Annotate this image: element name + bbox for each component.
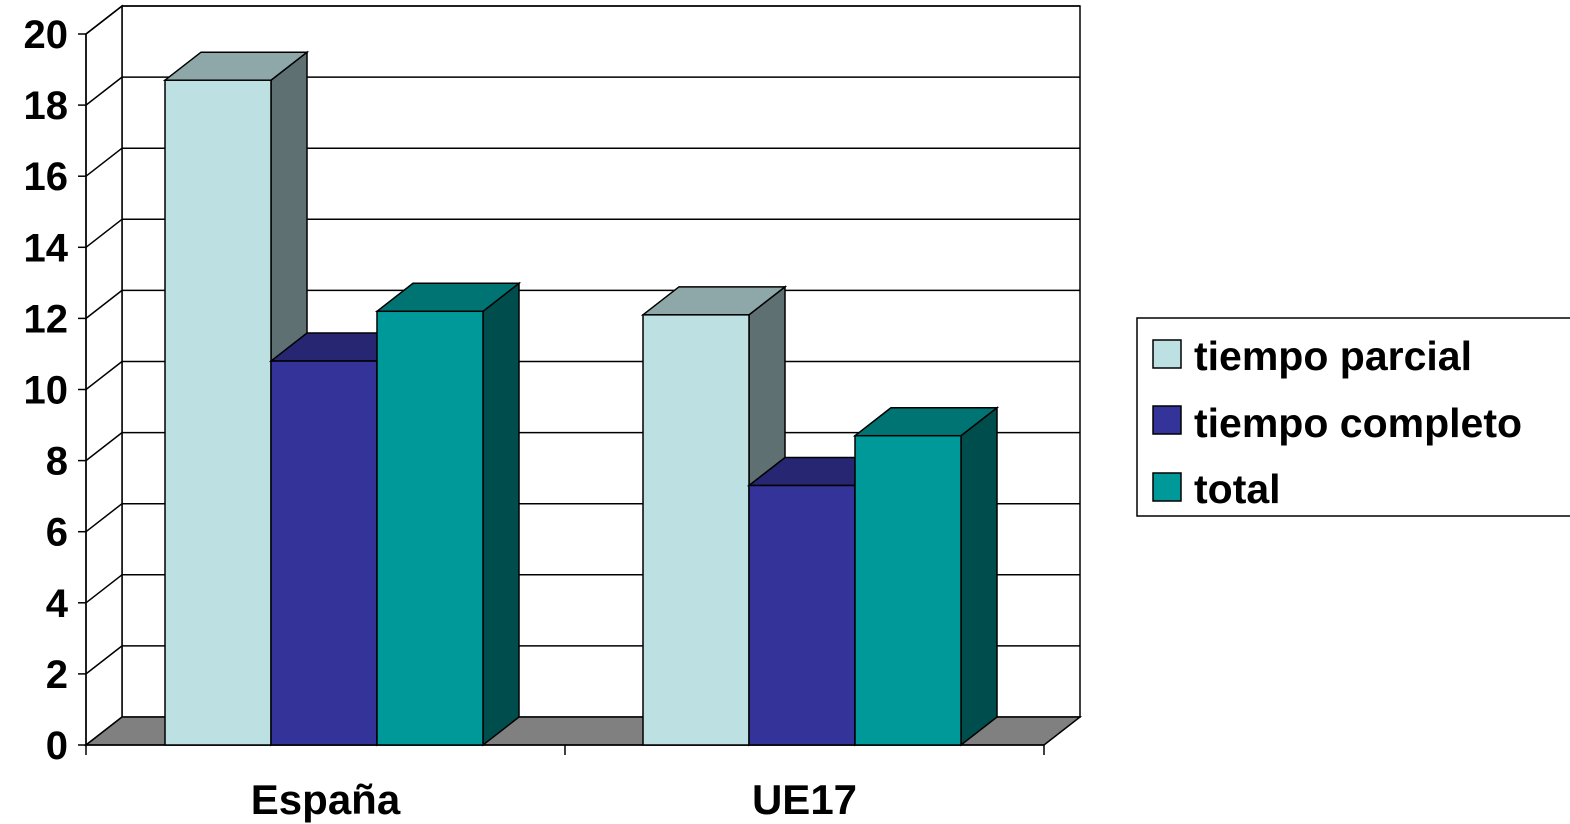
y-tick-label: 10: [24, 369, 69, 413]
legend-label-tiempo-completo: tiempo completo: [1194, 400, 1522, 446]
y-tick-label: 14: [24, 226, 69, 270]
y-tick-label: 20: [24, 13, 69, 57]
y-tick-label: 18: [24, 84, 69, 128]
y-tick-label: 2: [46, 653, 68, 697]
x-category-label: UE17: [752, 776, 857, 823]
x-category-label: España: [251, 776, 401, 823]
y-tick-label: 4: [46, 582, 69, 626]
bar-side: [482, 281, 520, 747]
bar-front: [164, 79, 272, 746]
legend-item: tiempo parcial: [1152, 333, 1472, 379]
bar-front: [376, 310, 484, 746]
gridline-depth: [85, 645, 123, 675]
legend-swatch-tiempo-parcial: [1152, 339, 1182, 369]
gridline-depth: [85, 218, 123, 248]
legend-swatch-tiempo-completo: [1152, 405, 1182, 435]
y-tick-label: 8: [46, 440, 68, 484]
gridline-depth: [85, 432, 123, 462]
legend-label-total: total: [1194, 466, 1281, 512]
bar-front: [854, 434, 962, 746]
legend-item: tiempo completo: [1152, 400, 1522, 446]
y-tick-label: 0: [46, 724, 68, 768]
y-tick-label: 16: [24, 155, 69, 199]
gridline-depth: [85, 289, 123, 319]
legend-label-tiempo-parcial: tiempo parcial: [1194, 333, 1472, 379]
bar-side: [960, 406, 998, 747]
gridline-depth: [85, 76, 123, 106]
gridline-depth: [85, 360, 123, 391]
legend-swatch-total: [1152, 472, 1182, 502]
bar-front: [748, 484, 856, 746]
legend-box: [1136, 317, 1570, 517]
y-tick-label: 6: [46, 511, 68, 555]
legend: tiempo parcial tiempo completo total: [1136, 317, 1570, 517]
gridline-depth: [85, 574, 123, 604]
bar-front: [642, 314, 750, 746]
bars: [162, 50, 1000, 747]
bar: [374, 281, 522, 747]
bar-front: [270, 360, 378, 746]
y-tick-label: 12: [24, 297, 69, 341]
legend-item: total: [1152, 466, 1281, 512]
gridline-depth: [85, 147, 123, 177]
gridline-depth: [85, 503, 123, 533]
gridline-depth: [85, 5, 123, 35]
axis-labels: 0 2 4 6 8 10 12 14 16 18 20 España UE17: [24, 13, 858, 823]
bar: [852, 406, 1000, 747]
